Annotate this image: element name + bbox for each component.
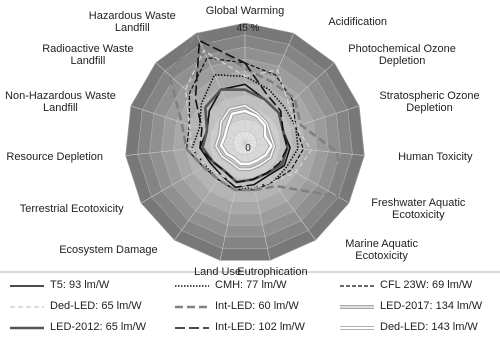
series-line	[184, 49, 313, 189]
spoke	[125, 142, 246, 156]
category-label: Hazardous Waste Landfill	[88, 10, 176, 35]
category-label: Photochemical Ozone Depletion	[348, 42, 456, 67]
legend-label: T5: 93 lm/W	[50, 279, 110, 291]
category-label: Acidification	[328, 16, 388, 29]
series-line	[191, 73, 299, 191]
spoke	[244, 142, 350, 204]
category-label: Ecosystem Damage	[59, 243, 158, 256]
series-line	[168, 32, 340, 198]
category-label: Radioactive Waste Landfill	[42, 42, 134, 67]
category-label: Land Use	[194, 266, 242, 279]
r-tick-label: 45 %	[237, 23, 260, 34]
spoke	[195, 33, 246, 144]
r-tick-label: 0	[245, 143, 251, 154]
series-line	[219, 109, 273, 166]
series-line	[194, 39, 289, 183]
legend-label: Int-LED: 102 lm/W	[215, 321, 305, 333]
spoke	[244, 33, 295, 144]
grid-ring	[125, 22, 365, 261]
category-label: Eutrophication	[237, 266, 308, 279]
legend-label: LED-2017: 134 lm/W	[380, 300, 483, 312]
category-label: Terrestrial Ecotoxicity	[19, 203, 124, 215]
category-label: Non-Hazardous Waste Landfill	[5, 90, 116, 115]
category-label: Stratospheric Ozone Depletion	[379, 90, 480, 115]
legend-label: CFL 23W: 69 lm/W	[380, 279, 473, 291]
category-label: Global Warming	[205, 5, 285, 17]
legend-label: CMH: 77 lm/W	[215, 279, 287, 291]
spoke	[244, 62, 335, 144]
category-label: Marine Aquatic Ecotoxicity	[345, 237, 418, 262]
category-label: Human Toxicity	[398, 150, 473, 163]
spoke	[155, 62, 246, 144]
legend-label: Ded-LED: 65 lm/W	[50, 300, 142, 312]
series-inner	[215, 104, 275, 170]
spoke	[244, 142, 365, 156]
legend-label: Ded-LED: 143 lm/W	[380, 321, 478, 333]
category-label: Resource Depletion	[6, 150, 104, 163]
legend-label: LED-2012: 65 lm/W	[50, 321, 146, 333]
category-label: Freshwater Aquatic Ecotoxicity	[371, 197, 466, 221]
legend-label: Int-LED: 60 lm/W	[215, 300, 299, 312]
